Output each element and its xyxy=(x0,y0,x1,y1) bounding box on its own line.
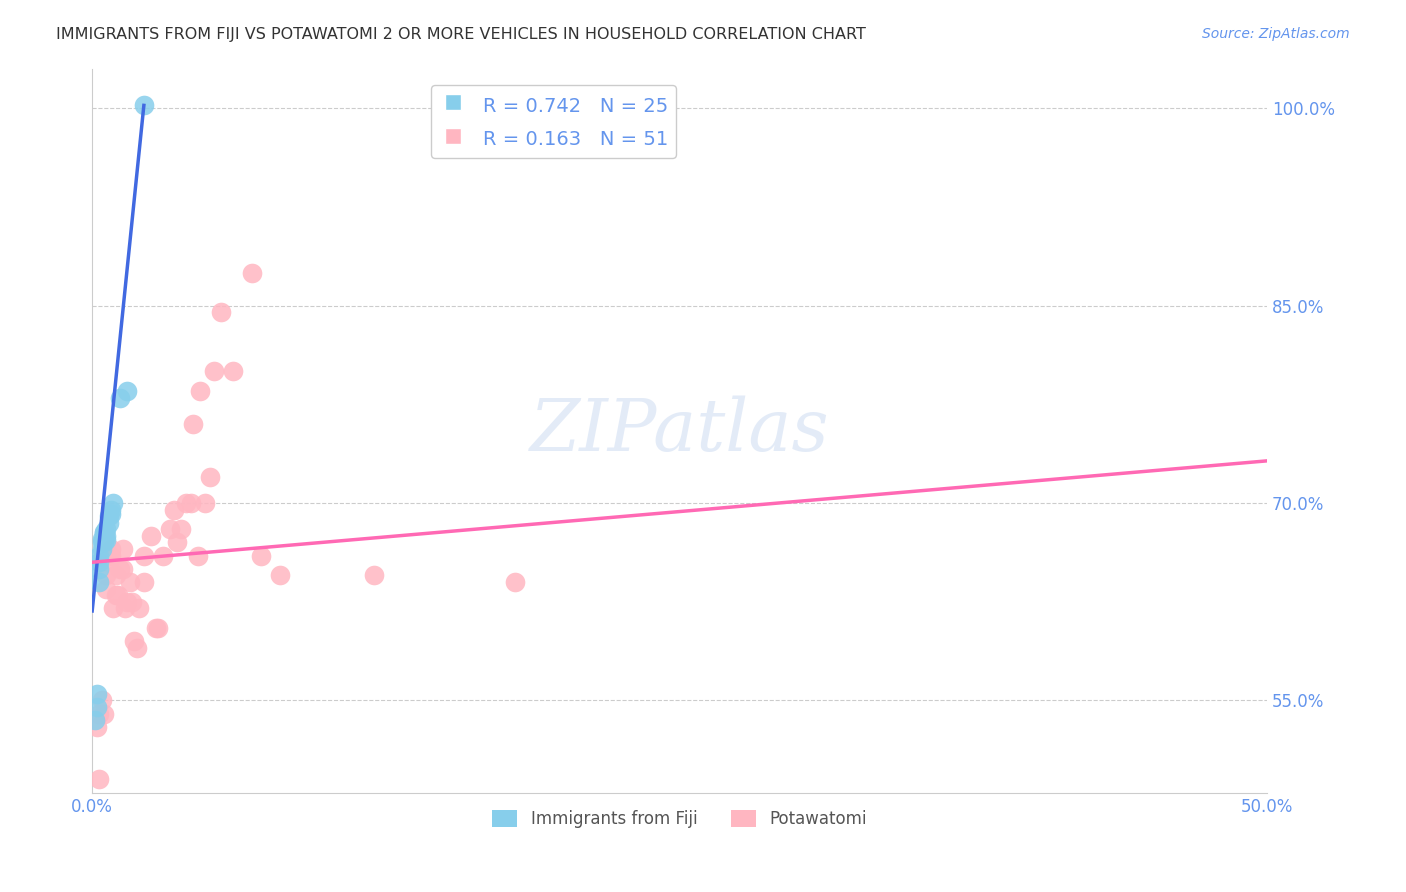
Point xyxy=(104,588,127,602)
Point xyxy=(121,595,143,609)
Point xyxy=(145,621,167,635)
Point xyxy=(110,391,132,405)
Point xyxy=(202,364,225,378)
Point xyxy=(89,706,111,721)
Point xyxy=(103,496,125,510)
Point xyxy=(181,417,204,431)
Point xyxy=(90,693,112,707)
Point xyxy=(93,526,115,541)
Point xyxy=(97,516,120,530)
Point xyxy=(125,640,148,655)
Point xyxy=(83,713,105,727)
Point xyxy=(174,496,197,510)
Text: IMMIGRANTS FROM FIJI VS POTAWATOMI 2 OR MORE VEHICLES IN HOUSEHOLD CORRELATION C: IMMIGRANTS FROM FIJI VS POTAWATOMI 2 OR … xyxy=(56,27,866,42)
Point xyxy=(93,530,115,544)
Point xyxy=(111,562,134,576)
Point xyxy=(304,798,326,813)
Point xyxy=(503,574,526,589)
Point xyxy=(132,549,155,563)
Point xyxy=(96,522,118,536)
Point xyxy=(86,687,108,701)
Text: ZIPatlas: ZIPatlas xyxy=(530,395,830,466)
Point xyxy=(90,532,112,546)
Point xyxy=(363,568,385,582)
Point xyxy=(222,364,245,378)
Point xyxy=(166,535,188,549)
Point xyxy=(132,98,155,112)
Point xyxy=(188,384,211,398)
Point xyxy=(209,305,232,319)
Point xyxy=(240,266,263,280)
Point xyxy=(132,574,155,589)
Point xyxy=(117,384,139,398)
Point xyxy=(89,562,111,576)
Point xyxy=(269,568,291,582)
Point xyxy=(93,706,115,721)
Point xyxy=(97,509,120,524)
Point xyxy=(93,524,115,539)
Point xyxy=(118,574,141,589)
Point xyxy=(250,549,273,563)
Point xyxy=(89,555,111,569)
Point xyxy=(146,621,169,635)
Point xyxy=(96,568,118,582)
Point xyxy=(90,542,112,557)
Point xyxy=(100,507,122,521)
Point xyxy=(152,549,174,563)
Point xyxy=(103,601,125,615)
Point xyxy=(100,549,122,563)
Point xyxy=(128,601,150,615)
Point xyxy=(96,529,118,543)
Point xyxy=(100,502,122,516)
Point xyxy=(110,562,132,576)
Point xyxy=(139,529,162,543)
Point xyxy=(124,634,146,648)
Point xyxy=(89,549,111,563)
Point xyxy=(111,542,134,557)
Text: Source: ZipAtlas.com: Source: ZipAtlas.com xyxy=(1202,27,1350,41)
Point xyxy=(86,700,108,714)
Point xyxy=(159,522,181,536)
Point xyxy=(170,522,193,536)
Point xyxy=(89,772,111,787)
Point xyxy=(96,533,118,547)
Point xyxy=(86,720,108,734)
Point xyxy=(107,588,129,602)
Point xyxy=(90,535,112,549)
Point xyxy=(97,549,120,563)
Point xyxy=(97,555,120,569)
Point xyxy=(89,574,111,589)
Point xyxy=(96,582,118,596)
Point xyxy=(198,469,221,483)
Point xyxy=(104,568,127,582)
Legend: Immigrants from Fiji, Potawatomi: Immigrants from Fiji, Potawatomi xyxy=(486,804,873,835)
Point xyxy=(114,601,136,615)
Point xyxy=(163,502,186,516)
Point xyxy=(93,535,115,549)
Point xyxy=(194,496,217,510)
Point xyxy=(100,542,122,557)
Point xyxy=(187,549,209,563)
Point xyxy=(180,496,202,510)
Point xyxy=(117,595,139,609)
